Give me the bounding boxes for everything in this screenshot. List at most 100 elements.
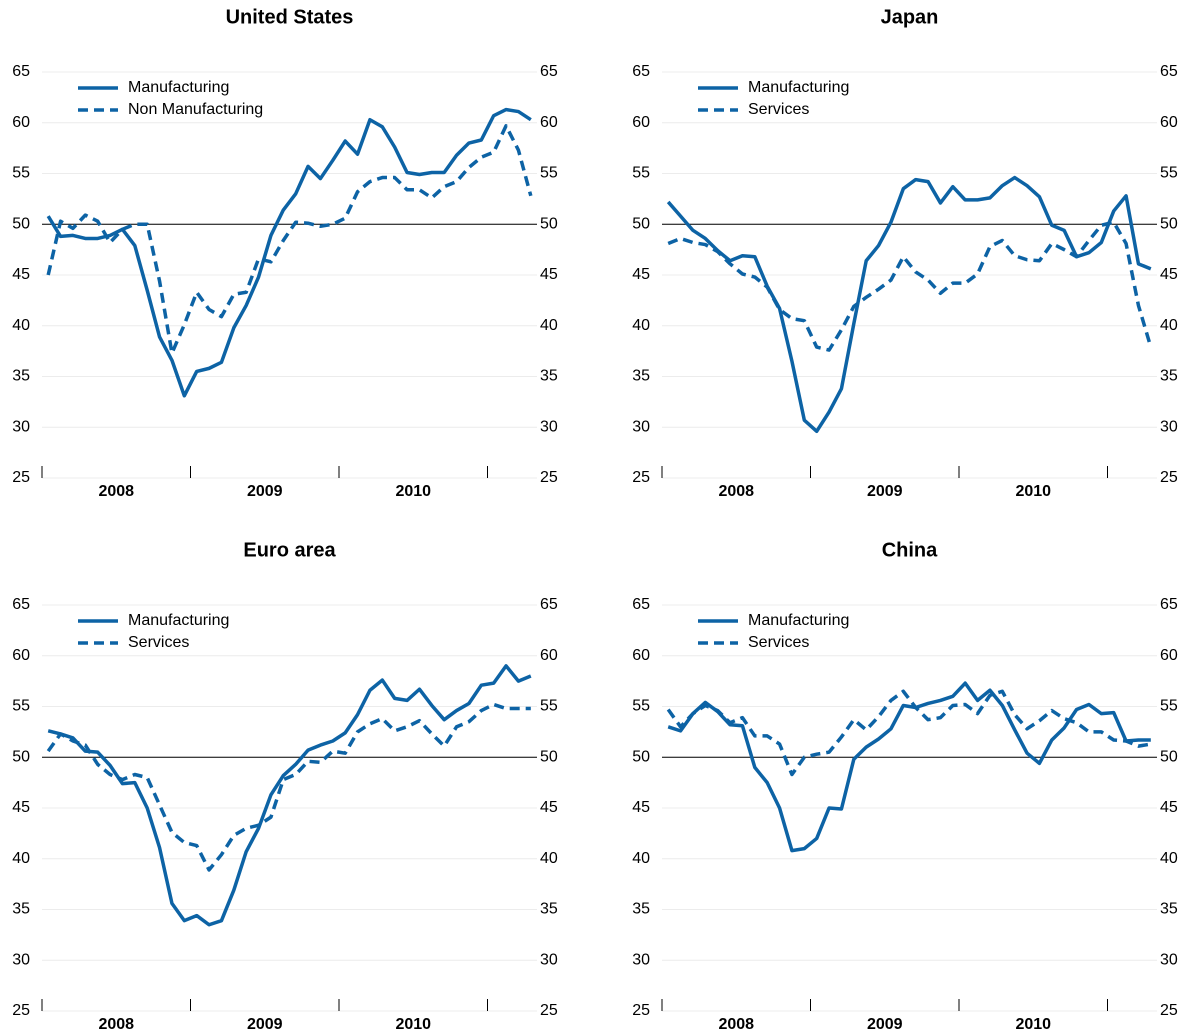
y2-tick-label: 60 — [1160, 647, 1178, 664]
y2-tick-label: 65 — [540, 596, 558, 613]
y2-tick-label: 55 — [1160, 698, 1178, 715]
y-tick-label: 35 — [12, 901, 30, 918]
y-tick-label: 65 — [12, 596, 30, 613]
y2-tick-label: 50 — [540, 215, 558, 232]
y2-tick-label: 25 — [1160, 469, 1178, 486]
y-tick-label: 45 — [632, 799, 650, 816]
y-tick-label: 60 — [12, 647, 30, 664]
panel: United States 25 30 35 40 45 50 55 60 65 25 30 35 40 4… — [12, 6, 558, 500]
legend-label: Non Manufacturing — [128, 101, 263, 118]
y-tick-label: 30 — [632, 418, 650, 435]
y-tick-label: 45 — [12, 266, 30, 283]
y-tick-label: 35 — [632, 901, 650, 918]
y-tick-label: 45 — [12, 799, 30, 816]
y2-tick-label: 40 — [1160, 850, 1178, 867]
y-tick-label: 35 — [632, 368, 650, 385]
x-tick-label: 2010 — [1015, 483, 1051, 500]
series-line — [666, 689, 1152, 777]
y2-tick-label: 60 — [540, 114, 558, 131]
y-tick-label: 65 — [632, 596, 650, 613]
y2-tick-label: 40 — [540, 317, 558, 334]
y2-tick-label: 30 — [1160, 418, 1178, 435]
y-tick-label: 45 — [632, 266, 650, 283]
y2-tick-label: 35 — [540, 901, 558, 918]
chart-title: China — [882, 539, 938, 561]
y2-tick-label: 30 — [540, 418, 558, 435]
y2-tick-label: 30 — [540, 951, 558, 968]
y2-tick-label: 50 — [540, 748, 558, 765]
x-tick-label: 2008 — [98, 483, 134, 500]
legend-label: Services — [748, 101, 809, 118]
y2-tick-label: 65 — [1160, 596, 1178, 613]
y2-tick-label: 60 — [1160, 114, 1178, 131]
chart-title: United States — [226, 6, 354, 28]
y-tick-label: 55 — [12, 698, 30, 715]
x-tick-label: 2009 — [247, 1016, 283, 1033]
y-tick-label: 30 — [12, 418, 30, 435]
y-tick-label: 40 — [632, 317, 650, 334]
y2-tick-label: 65 — [1160, 63, 1178, 80]
legend-label: Services — [748, 634, 809, 651]
y-tick-label: 50 — [12, 215, 30, 232]
y-tick-label: 55 — [632, 165, 650, 182]
x-tick-label: 2008 — [98, 1016, 134, 1033]
x-tick-label: 2009 — [867, 483, 903, 500]
y2-tick-label: 50 — [1160, 215, 1178, 232]
y-tick-label: 40 — [12, 317, 30, 334]
panel: China 25 30 35 40 45 50 55 60 65 25 30 35 40 45 50 55 60 6… — [632, 539, 1178, 1033]
legend-label: Services — [128, 634, 189, 651]
y2-tick-label: 25 — [540, 1002, 558, 1019]
x-tick-label: 2009 — [867, 1016, 903, 1033]
y-tick-label: 60 — [632, 114, 650, 131]
y-tick-label: 40 — [632, 850, 650, 867]
x-tick-label: 2009 — [247, 483, 283, 500]
y2-tick-label: 35 — [1160, 901, 1178, 918]
y-tick-label: 55 — [12, 165, 30, 182]
y-tick-label: 25 — [632, 469, 650, 486]
series-line — [666, 175, 1152, 434]
y-tick-label: 60 — [632, 647, 650, 664]
y2-tick-label: 65 — [540, 63, 558, 80]
y2-tick-label: 30 — [1160, 951, 1178, 968]
series-line — [46, 702, 531, 872]
y2-tick-label: 45 — [540, 266, 558, 283]
y-tick-label: 50 — [12, 748, 30, 765]
x-tick-label: 2008 — [718, 483, 754, 500]
y-tick-label: 25 — [12, 469, 30, 486]
y-tick-label: 50 — [632, 215, 650, 232]
chart-title: Euro area — [243, 539, 336, 561]
x-tick-label: 2010 — [1015, 1016, 1051, 1033]
y2-tick-label: 50 — [1160, 748, 1178, 765]
series-line — [667, 220, 1153, 352]
chart-title: Japan — [881, 6, 939, 28]
x-tick-label: 2010 — [395, 483, 431, 500]
y-tick-label: 35 — [12, 368, 30, 385]
legend-label: Manufacturing — [128, 79, 229, 96]
legend-label: Manufacturing — [128, 612, 229, 629]
y2-tick-label: 55 — [540, 698, 558, 715]
y-tick-label: 65 — [632, 63, 650, 80]
y-tick-label: 40 — [12, 850, 30, 867]
x-tick-label: 2010 — [395, 1016, 431, 1033]
y2-tick-label: 25 — [540, 469, 558, 486]
y2-tick-label: 45 — [1160, 799, 1178, 816]
y-tick-label: 65 — [12, 63, 30, 80]
y-tick-label: 30 — [12, 951, 30, 968]
y2-tick-label: 45 — [540, 799, 558, 816]
y-tick-label: 50 — [632, 748, 650, 765]
legend-label: Manufacturing — [748, 79, 849, 96]
panel: Japan 25 30 35 40 45 50 55 60 65 25 30 35 40 45 50 55 60 6… — [632, 6, 1178, 500]
y2-tick-label: 60 — [540, 647, 558, 664]
y2-tick-label: 35 — [1160, 368, 1178, 385]
y-tick-label: 30 — [632, 951, 650, 968]
series-line — [46, 107, 532, 398]
y2-tick-label: 40 — [1160, 317, 1178, 334]
y2-tick-label: 40 — [540, 850, 558, 867]
y-tick-label: 25 — [632, 1002, 650, 1019]
y-tick-label: 25 — [12, 1002, 30, 1019]
y-tick-label: 60 — [12, 114, 30, 131]
y2-tick-label: 25 — [1160, 1002, 1178, 1019]
y-tick-label: 55 — [632, 698, 650, 715]
series-line — [46, 124, 533, 355]
